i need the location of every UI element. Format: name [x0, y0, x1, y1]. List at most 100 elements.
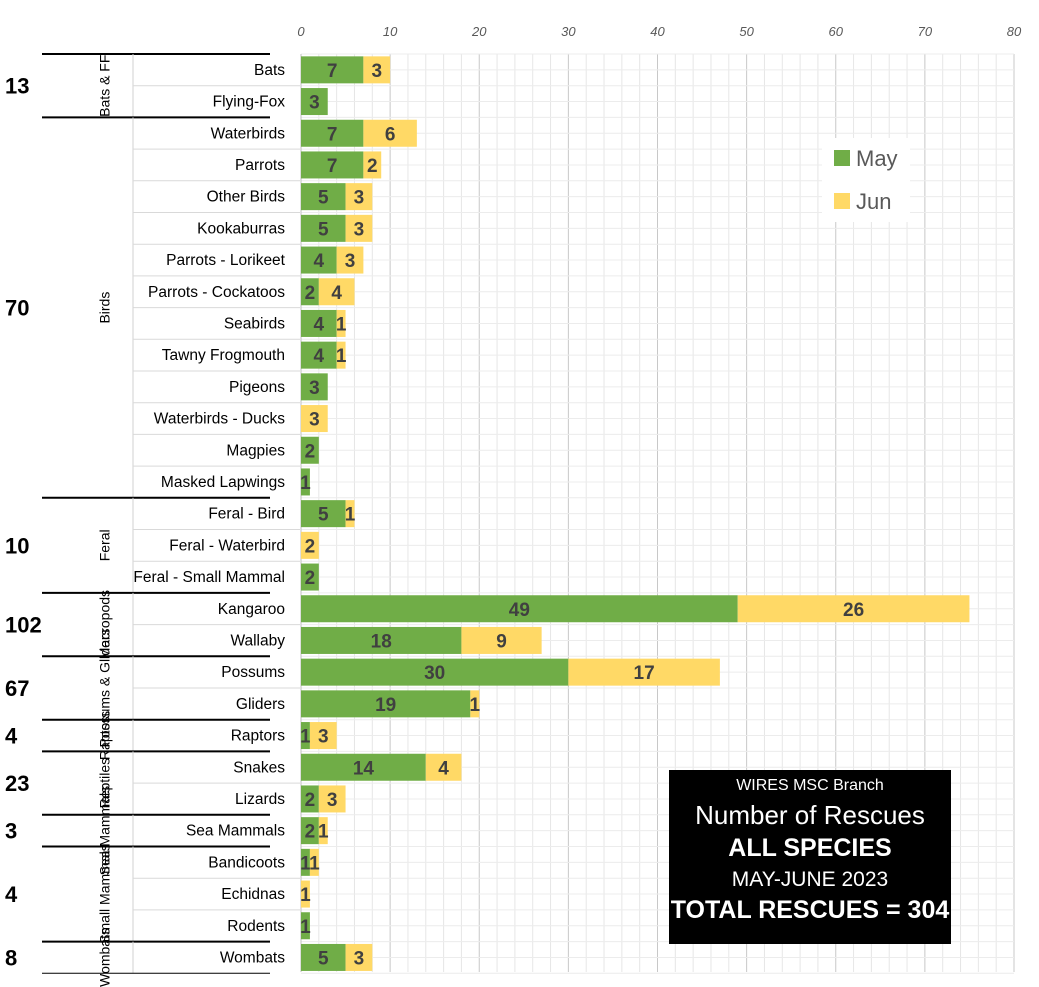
- x-tick-label: 60: [829, 24, 844, 39]
- bar-may: [301, 468, 310, 496]
- data-label-may: 18: [371, 631, 392, 652]
- data-label-jun: 1: [336, 314, 347, 335]
- bar-jun: [363, 151, 382, 179]
- data-label-may: 2: [305, 283, 316, 304]
- bar-jun: [345, 183, 373, 211]
- category-label: Kookaburras: [197, 220, 285, 237]
- data-label-may: 1: [300, 473, 311, 494]
- category-label: Rodents: [227, 918, 285, 935]
- legend-swatch: [834, 193, 850, 209]
- bar-may: [301, 722, 310, 750]
- data-label-jun: 3: [354, 188, 365, 209]
- bar-may: [301, 658, 569, 686]
- category-label: Waterbirds - Ducks: [154, 411, 285, 428]
- group-name: Feral: [97, 529, 113, 561]
- data-label-may: 49: [509, 600, 530, 621]
- bar-may: [301, 246, 337, 274]
- data-label-jun: 3: [327, 790, 338, 811]
- x-tick-label: 0: [297, 24, 305, 39]
- x-tick-label: 80: [1007, 24, 1022, 39]
- bar-jun: [568, 658, 720, 686]
- data-label-may: 19: [375, 695, 396, 716]
- data-label-may: 3: [309, 93, 320, 114]
- x-tick-label: 30: [561, 24, 576, 39]
- category-label: Magpies: [226, 442, 285, 459]
- data-label-jun: 2: [367, 156, 378, 177]
- category-label: Lizards: [235, 791, 285, 808]
- data-label-may: 5: [318, 188, 329, 209]
- data-label-may: 7: [327, 61, 338, 82]
- group-total: 4: [5, 724, 18, 749]
- data-label-jun: 17: [634, 663, 655, 684]
- bar-jun: [470, 690, 480, 718]
- group-name: Small Mammals: [97, 844, 113, 944]
- bar-jun: [425, 753, 462, 781]
- bar-may: [301, 785, 319, 813]
- bar-jun: [363, 56, 391, 84]
- data-label-jun: 26: [843, 600, 864, 621]
- category-label: Pigeons: [229, 379, 285, 396]
- category-label: Waterbirds: [211, 125, 286, 142]
- group-total: 4: [5, 882, 18, 907]
- group-total: 10: [5, 533, 29, 558]
- x-tick-label: 70: [918, 24, 933, 39]
- bar-may: [301, 88, 328, 116]
- category-label: Sea Mammals: [186, 823, 285, 840]
- data-label-jun: 6: [385, 124, 396, 145]
- title-main: Number of Rescues: [695, 800, 925, 830]
- category-label: Feral - Waterbird: [169, 537, 285, 554]
- data-label-may: 1: [300, 917, 311, 938]
- bar-may: [301, 214, 346, 242]
- category-label: Masked Lapwings: [161, 474, 285, 491]
- data-label-jun: 1: [318, 822, 329, 843]
- group-name: Macropods: [97, 590, 113, 659]
- data-label-may: 5: [318, 219, 329, 240]
- group-name: Birds: [97, 292, 113, 324]
- bar-jun: [336, 309, 346, 337]
- group-total: 3: [5, 819, 17, 844]
- group-name: Possums & Gliders: [97, 628, 113, 747]
- data-label-may: 2: [305, 568, 316, 589]
- bar-may: [301, 373, 328, 401]
- category-label: Bats: [254, 62, 285, 79]
- data-label-may: 2: [305, 790, 316, 811]
- data-label-jun: 1: [309, 853, 320, 874]
- bar-jun: [309, 848, 319, 876]
- data-label-may: 2: [305, 822, 316, 843]
- bar-may: [301, 626, 462, 654]
- bar-jun: [363, 119, 417, 147]
- category-label: Raptors: [231, 728, 286, 745]
- data-label-jun: 1: [336, 346, 347, 367]
- data-label-jun: 1: [345, 505, 356, 526]
- title-period: MAY-JUNE 2023: [731, 868, 889, 891]
- bar-jun: [345, 943, 373, 971]
- group-name: Bats & FF: [97, 55, 113, 117]
- data-label-jun: 4: [331, 283, 342, 304]
- bar-may: [301, 183, 346, 211]
- category-label: Bandicoots: [208, 854, 285, 871]
- data-label-may: 30: [424, 663, 445, 684]
- bar-may: [301, 912, 310, 940]
- category-label: Tawny Frogmouth: [162, 347, 285, 364]
- category-label: Wallaby: [230, 632, 285, 649]
- group-total: 102: [5, 613, 42, 638]
- category-label: Seabirds: [224, 315, 285, 332]
- data-label-may: 1: [300, 853, 311, 874]
- x-tick-label: 50: [739, 24, 754, 39]
- group-name: Reptiles: [97, 758, 113, 809]
- bar-may: [301, 595, 738, 623]
- data-label-may: 4: [314, 346, 325, 367]
- title-species: ALL SPECIES: [728, 834, 892, 862]
- bar-may: [301, 309, 337, 337]
- x-tick-label: 40: [650, 24, 665, 39]
- chart-title-box: WIRES MSC Branch Number of Rescues ALL S…: [669, 770, 951, 944]
- legend-swatch: [834, 150, 850, 166]
- category-label: Possums: [221, 664, 285, 681]
- legend-label: May: [856, 146, 898, 171]
- legend-label: Jun: [856, 189, 891, 214]
- bar-may: [301, 436, 319, 464]
- category-label: Parrots - Cockatoos: [148, 284, 285, 301]
- data-label-jun: 3: [345, 251, 356, 272]
- bar-may: [301, 341, 337, 369]
- group-name: Raptors: [97, 711, 113, 760]
